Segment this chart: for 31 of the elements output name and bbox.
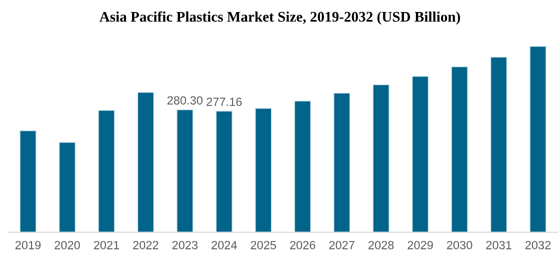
chart-title: Asia Pacific Plastics Market Size, 2019-2032 (USD Billion) [99, 11, 460, 25]
x-tick-label: 2027 [329, 240, 354, 250]
bar [294, 100, 312, 232]
bar [20, 130, 36, 232]
bar [490, 56, 508, 232]
x-tick-label: 2032 [525, 240, 551, 250]
bar [216, 110, 233, 232]
x-tick-label: 2028 [368, 240, 394, 250]
x-tick-label: 2025 [250, 240, 276, 250]
x-tick-label: 2020 [54, 240, 80, 250]
data-label: 277.16 [206, 98, 242, 106]
bar [254, 108, 272, 232]
bar [58, 142, 76, 232]
bar [333, 92, 350, 232]
bar [176, 109, 194, 232]
bar [372, 84, 390, 232]
x-tick-label: 2029 [408, 240, 433, 250]
x-tick-label: 2024 [212, 240, 237, 250]
bar [98, 110, 115, 232]
x-tick-label: 2026 [290, 240, 316, 250]
bar [451, 66, 468, 232]
x-tick-label: 2031 [486, 240, 512, 250]
x-tick-label: 2019 [15, 240, 41, 250]
bar [530, 46, 546, 232]
x-tick-label: 2030 [446, 240, 472, 250]
bar [137, 92, 154, 232]
x-tick-label: 2021 [94, 240, 120, 250]
bar [412, 76, 429, 232]
data-label: 280.30 [167, 96, 203, 105]
x-tick-label: 2023 [172, 240, 198, 250]
x-tick-label: 2022 [133, 240, 158, 250]
